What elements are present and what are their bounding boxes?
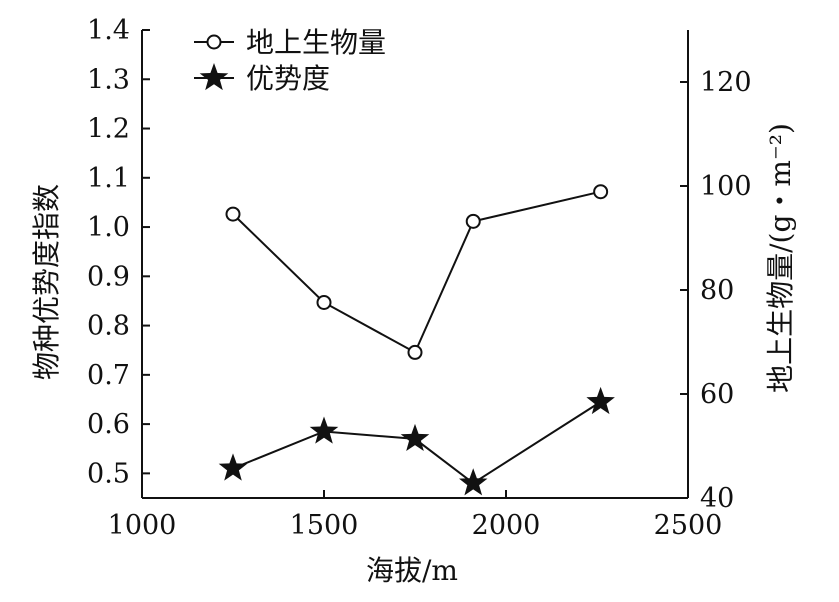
biomass-point [407,344,423,360]
plot-frame [141,30,689,499]
biomass-point [465,213,481,229]
left-y-tick-label: 0.5 [87,458,130,489]
legend-biomass-marker [206,34,222,50]
biomass-point [593,184,609,200]
right-y-tick-label: 100 [700,171,752,202]
right-y-tick-label: 80 [700,275,734,306]
dominance-point [400,423,430,451]
right-y-tick-label: 60 [700,379,734,410]
legend-dominance-marker [199,63,229,91]
right-y-axis-ticks: 40 60 80 100 120 [680,67,752,514]
biomass-point [316,294,332,310]
right-y-axis-title: 地上生物量/(g・m⁻²) [764,123,797,393]
biomass-series-line [232,190,601,354]
dominance-point [459,468,488,496]
dominance-point [309,416,339,444]
left-y-tick-label: 1.2 [87,114,130,145]
x-tick-label: 2000 [472,510,541,541]
left-y-axis-title: 物种优势度指数 [30,184,63,380]
left-y-axis-ticks: 0.5 0.6 0.7 0.8 0.9 1.0 1.1 1.2 1.3 1.4 [87,15,150,489]
x-tick-label: 1500 [290,510,359,541]
x-axis-title: 海拔/m [366,554,458,587]
x-axis-ticks: 1000 1500 2000 2500 [108,490,723,541]
left-y-tick-label: 1.0 [87,212,130,243]
left-y-tick-label: 0.6 [87,409,130,440]
series-layer [218,184,615,496]
left-y-tick-label: 0.9 [87,261,130,292]
left-y-tick-label: 1.1 [87,163,130,194]
x-tick-label: 1000 [108,510,177,541]
legend-biomass-label: 地上生物量 [246,26,386,59]
right-y-tick-label: 40 [700,483,734,514]
legend-dominance-label: 优势度 [246,62,330,95]
dominance-point [218,453,248,481]
left-y-tick-label: 0.8 [87,311,130,342]
left-y-tick-label: 1.3 [87,64,130,95]
x-tick-label: 2500 [654,510,723,541]
left-y-tick-label: 1.4 [87,15,130,46]
right-y-tick-label: 120 [700,67,752,98]
biomass-point [225,206,241,222]
dominance-point [586,386,615,415]
left-y-tick-label: 0.7 [87,360,130,391]
